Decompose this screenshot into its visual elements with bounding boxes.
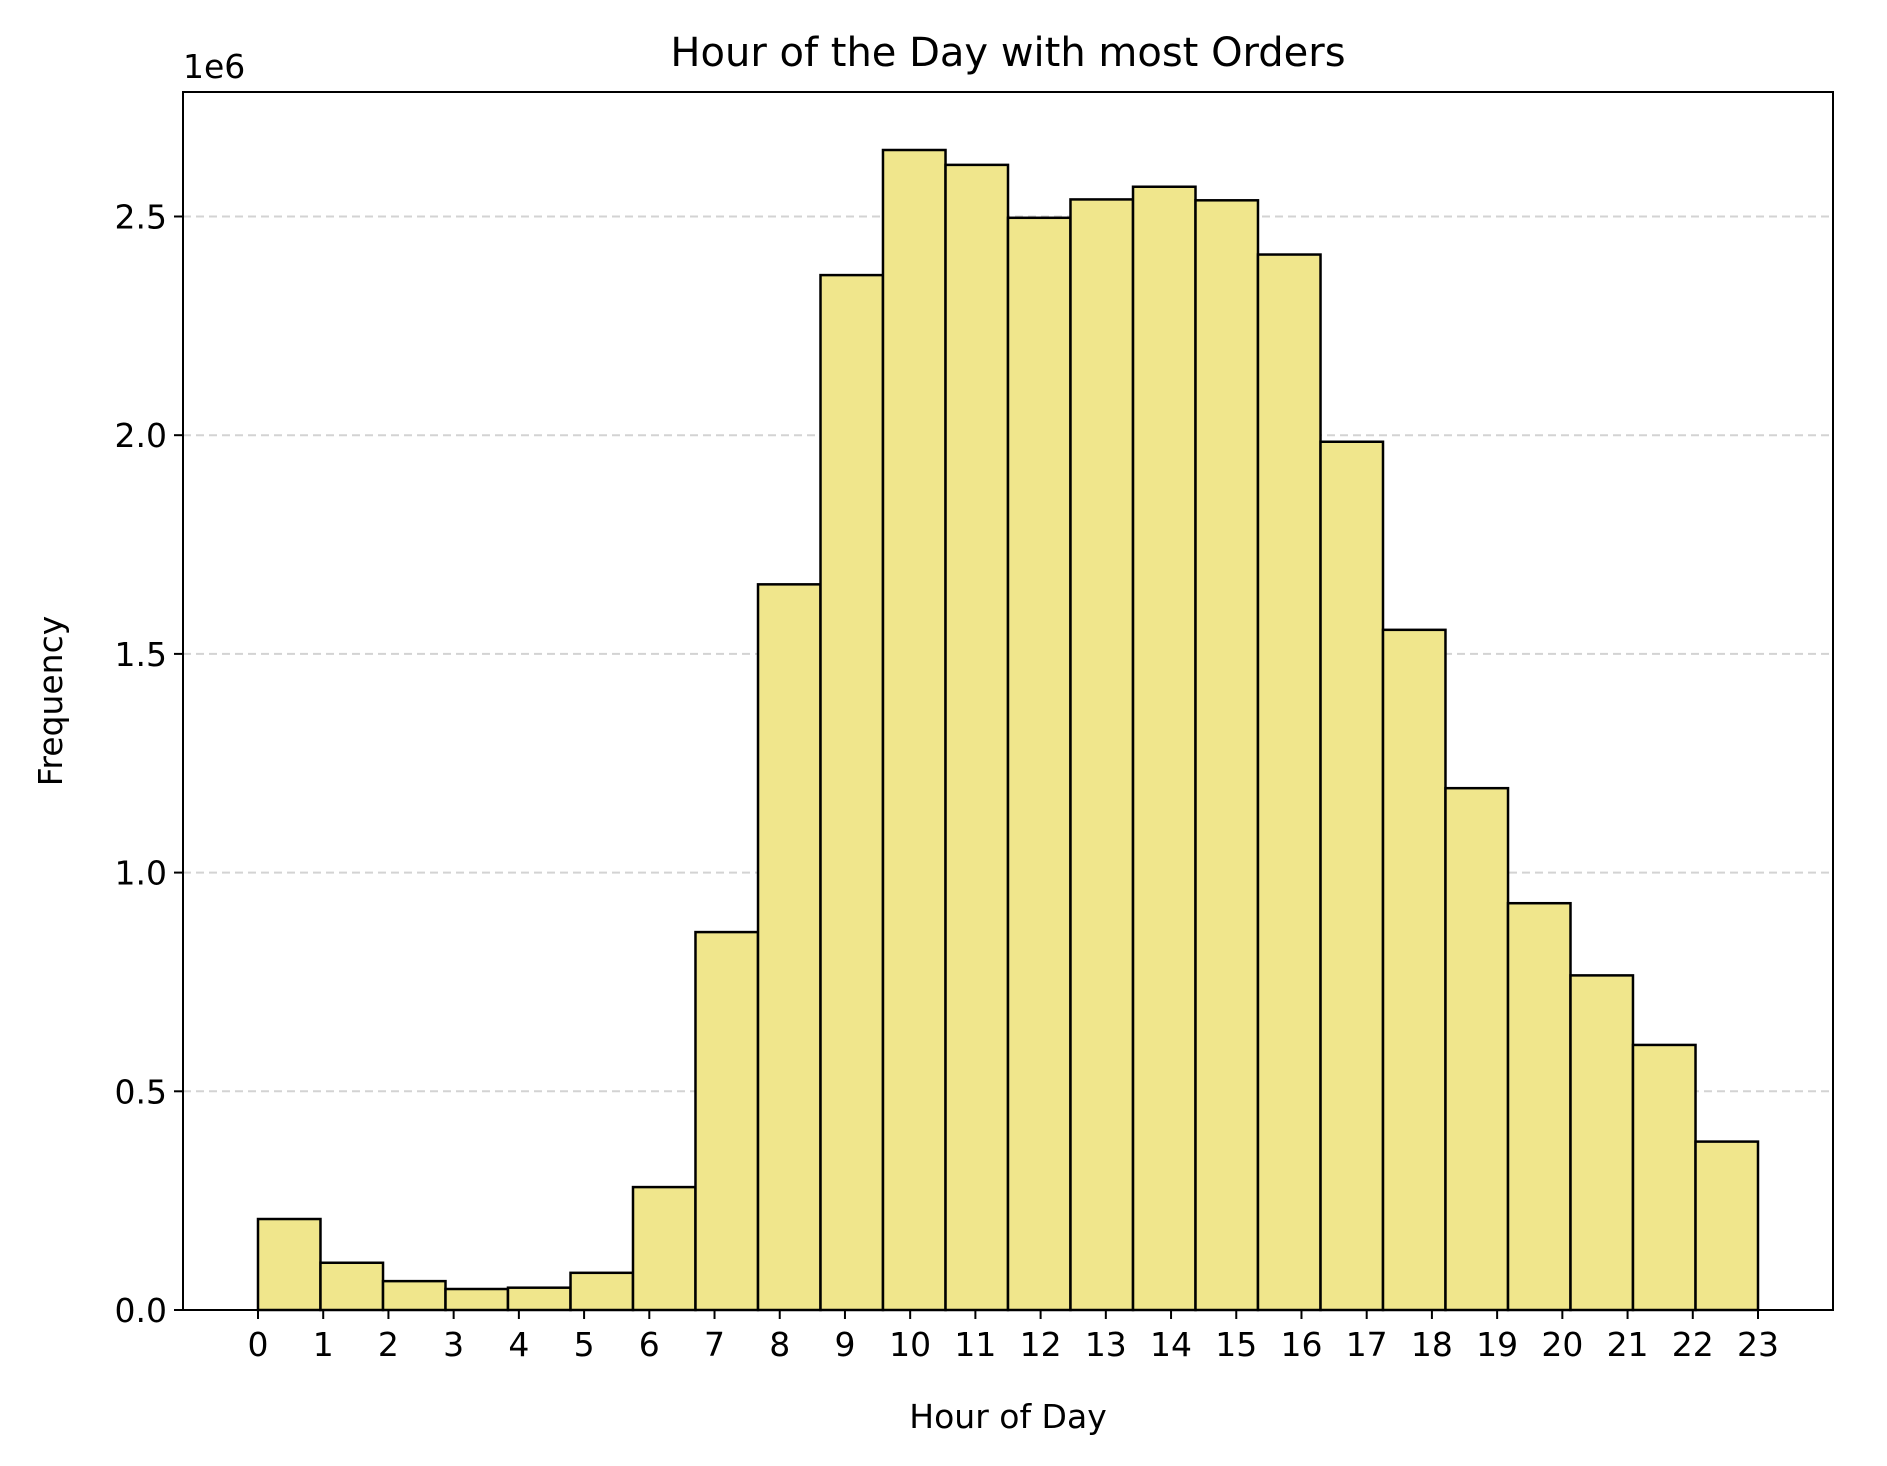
x-tick-label: 3 [443,1325,464,1364]
y-axis-ticks: 0.0 0.5 1.0 1.5 2.0 2.5 [115,197,183,1330]
x-tick-label: 13 [1085,1325,1127,1364]
plot-frame [182,91,1834,1311]
bar-hour-9 [819,273,885,1312]
bar-hour-15 [1194,199,1260,1312]
bar-hour-19 [1444,786,1510,1312]
y-tick-label: 0.5 [115,1072,167,1111]
y-axis-label: Frequency [31,616,70,786]
bar-hour-7 [694,930,760,1312]
bar-hour-14 [1131,185,1197,1312]
x-tick-label: 15 [1215,1325,1257,1364]
x-tick-label: 0 [248,1325,269,1364]
x-tick-label: 5 [574,1325,595,1364]
y-axis-offset-label: 1e6 [183,47,245,86]
x-tick-label: 11 [954,1325,996,1364]
x-tick-label: 19 [1476,1325,1518,1364]
x-tick-label: 21 [1607,1325,1649,1364]
bar-hour-18 [1381,628,1447,1312]
bar-hour-17 [1319,440,1385,1312]
x-tick-label: 17 [1346,1325,1388,1364]
chart-title: Hour of the Day with most Orders [670,30,1345,76]
x-tick-label: 7 [704,1325,725,1364]
y-tick-label: 2.5 [115,197,167,236]
bar-hour-10 [881,148,947,1312]
bar-hour-3 [444,1287,510,1312]
bar-hour-20 [1506,901,1572,1312]
x-tick-label: 9 [834,1325,855,1364]
y-tick-label: 1.5 [115,635,167,674]
bar-hour-8 [756,583,822,1312]
bar-hour-11 [944,163,1010,1312]
y-tick-label: 2.0 [115,416,167,455]
bars [256,148,1760,1312]
bar-hour-23 [1694,1140,1760,1312]
x-tick-label: 2 [378,1325,399,1364]
x-tick-label: 20 [1541,1325,1583,1364]
bar-hour-16 [1256,253,1322,1312]
bar-hour-13 [1069,198,1135,1312]
x-axis-ticks: 0 1 2 3 4 5 6 7 8 9 10 11 12 13 14 15 16 17 18 19 20 21 22 23 [248,1310,1779,1364]
bar-hour-12 [1006,216,1072,1312]
x-axis-label: Hour of Day [909,1397,1106,1436]
y-tick-label: 0.0 [115,1291,167,1330]
y-tick-label: 1.0 [115,854,167,893]
x-tick-label: 23 [1737,1325,1779,1364]
x-tick-label: 10 [889,1325,931,1364]
bar-hour-22 [1631,1043,1697,1312]
x-tick-label: 8 [769,1325,790,1364]
x-tick-label: 4 [508,1325,529,1364]
x-tick-label: 6 [639,1325,660,1364]
bar-hour-21 [1569,974,1635,1312]
bar-hour-0 [256,1217,322,1312]
bar-hour-6 [631,1185,697,1312]
x-tick-label: 22 [1672,1325,1714,1364]
x-tick-label: 16 [1280,1325,1322,1364]
bar-hour-5 [569,1271,635,1312]
x-tick-label: 12 [1020,1325,1062,1364]
bar-hour-4 [506,1286,572,1312]
x-tick-label: 18 [1411,1325,1453,1364]
bar-hour-2 [381,1279,447,1312]
x-tick-label: 1 [313,1325,334,1364]
x-tick-label: 14 [1150,1325,1192,1364]
bar-hour-1 [319,1261,385,1312]
